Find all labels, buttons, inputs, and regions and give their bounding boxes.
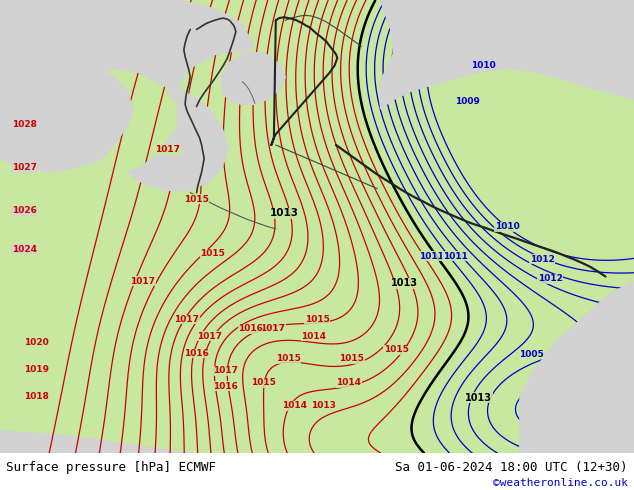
Text: 1027: 1027 [11, 163, 37, 172]
Text: 1005: 1005 [519, 350, 544, 359]
Text: 1017: 1017 [260, 324, 285, 333]
Text: 1017: 1017 [174, 315, 200, 324]
Text: 1028: 1028 [11, 120, 37, 129]
Text: 1014: 1014 [336, 378, 361, 388]
Text: 1011: 1011 [443, 251, 468, 261]
Text: 1026: 1026 [11, 206, 37, 215]
Text: 1014: 1014 [282, 401, 307, 410]
Text: 1013: 1013 [391, 278, 418, 288]
Text: 1009: 1009 [455, 98, 481, 106]
Polygon shape [520, 281, 634, 453]
Text: 1013: 1013 [311, 401, 336, 410]
Text: 1015: 1015 [250, 378, 276, 388]
Text: 1015: 1015 [339, 354, 365, 364]
Text: 1014: 1014 [301, 332, 327, 341]
Polygon shape [0, 431, 190, 453]
Text: 1012: 1012 [538, 274, 563, 283]
Text: 1012: 1012 [529, 255, 555, 264]
Text: 1017: 1017 [155, 145, 181, 154]
Text: 1015: 1015 [184, 195, 209, 204]
Text: Sa 01-06-2024 18:00 UTC (12+30): Sa 01-06-2024 18:00 UTC (12+30) [395, 461, 628, 474]
Text: 1017: 1017 [197, 332, 222, 341]
Text: 1019: 1019 [24, 365, 49, 374]
Text: 1017: 1017 [130, 276, 155, 286]
Text: 1010: 1010 [495, 222, 520, 231]
Text: 1024: 1024 [11, 245, 37, 254]
Text: 1016: 1016 [212, 382, 238, 391]
Text: 1018: 1018 [24, 392, 49, 401]
Text: 1016: 1016 [238, 324, 263, 333]
Text: 1015: 1015 [304, 315, 330, 324]
Text: Surface pressure [hPa] ECMWF: Surface pressure [hPa] ECMWF [6, 461, 216, 474]
Polygon shape [0, 0, 285, 191]
Text: 1017: 1017 [212, 366, 238, 375]
Text: ©weatheronline.co.uk: ©weatheronline.co.uk [493, 478, 628, 489]
Polygon shape [520, 281, 634, 453]
Polygon shape [380, 0, 634, 109]
Polygon shape [0, 0, 285, 191]
Text: 1015: 1015 [276, 354, 301, 364]
Text: 1015: 1015 [384, 345, 409, 354]
Text: 1013: 1013 [269, 208, 299, 218]
Text: 1011: 1011 [418, 251, 444, 261]
Polygon shape [380, 0, 634, 109]
Text: 1010: 1010 [470, 61, 496, 70]
Text: 1016: 1016 [184, 349, 209, 358]
Text: 1020: 1020 [24, 338, 49, 347]
Text: 1013: 1013 [465, 393, 492, 403]
Text: 1015: 1015 [200, 249, 225, 258]
